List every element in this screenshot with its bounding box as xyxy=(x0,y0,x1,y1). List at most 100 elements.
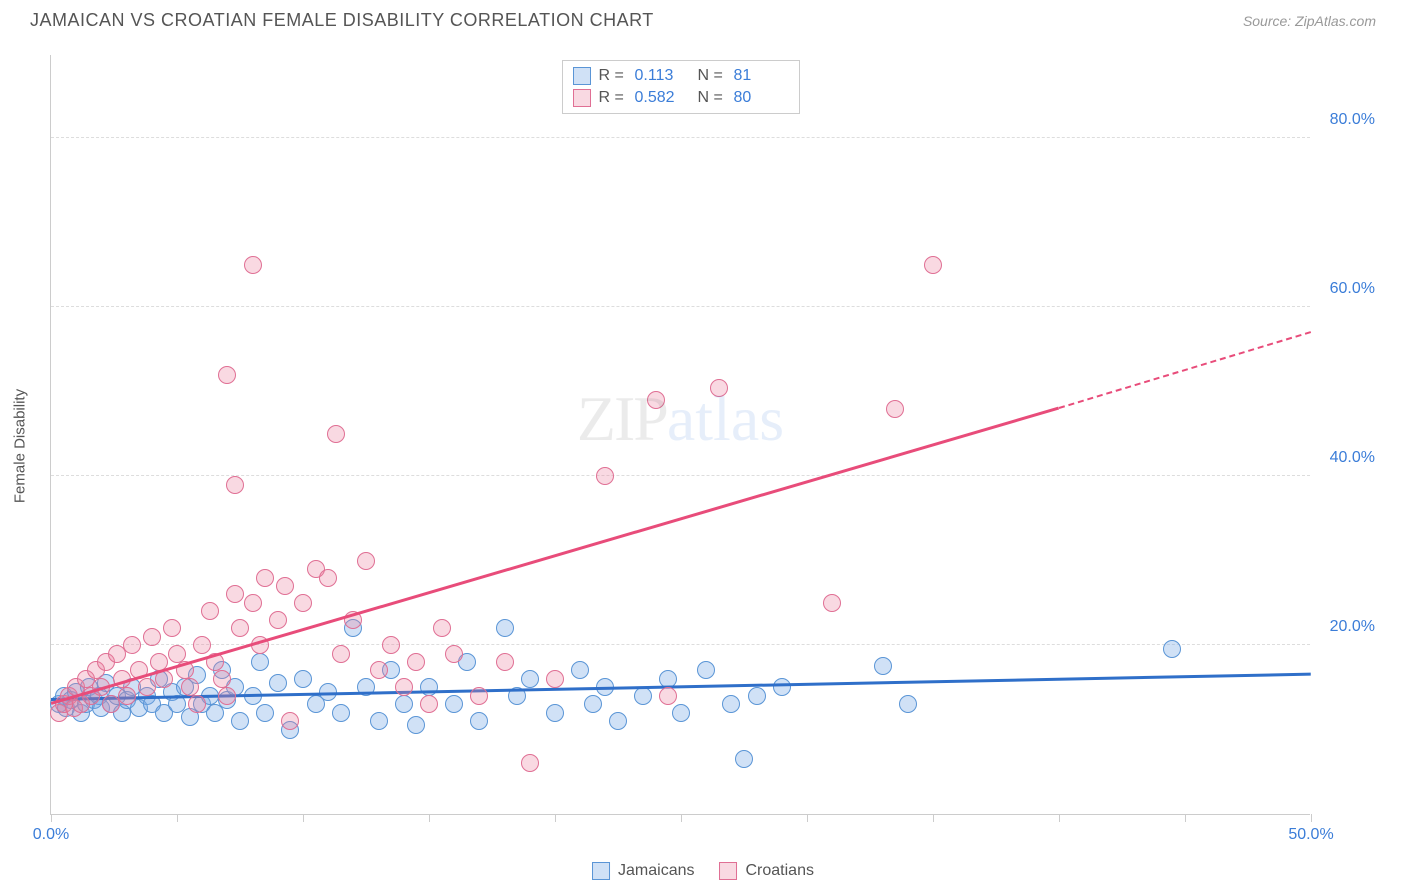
data-point xyxy=(659,687,677,705)
data-point xyxy=(1163,640,1181,658)
data-point xyxy=(181,678,199,696)
data-point xyxy=(327,425,345,443)
legend-swatch xyxy=(592,862,610,880)
legend-label: Jamaicans xyxy=(618,862,694,880)
data-point xyxy=(420,678,438,696)
plot-area: ZIPatlas R =0.113N =81R =0.582N =80 20.0… xyxy=(50,55,1310,815)
legend-series: Jamaicans Croatians xyxy=(592,862,814,880)
data-point xyxy=(634,687,652,705)
data-point xyxy=(596,467,614,485)
data-point xyxy=(571,661,589,679)
gridline xyxy=(51,137,1310,138)
data-point xyxy=(445,695,463,713)
data-point xyxy=(470,712,488,730)
data-point xyxy=(123,636,141,654)
data-point xyxy=(188,695,206,713)
data-point xyxy=(370,661,388,679)
x-tick xyxy=(177,814,178,822)
data-point xyxy=(773,678,791,696)
data-point xyxy=(395,695,413,713)
legend-swatch xyxy=(573,89,591,107)
r-label: R = xyxy=(599,67,627,85)
data-point xyxy=(647,391,665,409)
n-value: 80 xyxy=(734,89,789,107)
data-point xyxy=(496,653,514,671)
x-tick xyxy=(933,814,934,822)
legend-stat-row: R = 0.582 N = 80 xyxy=(573,87,789,109)
x-tick-label: 0.0% xyxy=(33,826,69,844)
data-point xyxy=(433,619,451,637)
r-label: R = xyxy=(599,89,627,107)
data-point xyxy=(470,687,488,705)
n-label: N = xyxy=(698,67,726,85)
data-point xyxy=(269,611,287,629)
legend-stats: R = 0.113 N = 81 R = 0.582 N = 80 xyxy=(562,60,800,114)
data-point xyxy=(332,704,350,722)
y-axis-label: Female Disability xyxy=(12,389,29,503)
legend-item: Croatians xyxy=(720,862,814,880)
n-value: 81 xyxy=(734,67,789,85)
data-point xyxy=(231,712,249,730)
watermark: ZIPatlas xyxy=(577,382,784,456)
data-point xyxy=(420,695,438,713)
data-point xyxy=(256,704,274,722)
chart-container: Female Disability ZIPatlas R =0.113N =81… xyxy=(50,55,1376,837)
data-point xyxy=(609,712,627,730)
data-point xyxy=(118,687,136,705)
data-point xyxy=(281,712,299,730)
x-tick-label: 50.0% xyxy=(1288,826,1333,844)
y-tick-label: 60.0% xyxy=(1330,280,1375,298)
data-point xyxy=(521,670,539,688)
x-tick xyxy=(1185,814,1186,822)
x-tick xyxy=(1311,814,1312,822)
data-point xyxy=(445,645,463,663)
data-point xyxy=(407,653,425,671)
data-point xyxy=(357,552,375,570)
x-tick xyxy=(1059,814,1060,822)
data-point xyxy=(899,695,917,713)
legend-item: Jamaicans xyxy=(592,862,694,880)
data-point xyxy=(521,754,539,772)
data-point xyxy=(138,678,156,696)
source-label: Source: ZipAtlas.com xyxy=(1243,13,1376,29)
r-value: 0.113 xyxy=(635,67,690,85)
r-value: 0.582 xyxy=(635,89,690,107)
data-point xyxy=(546,704,564,722)
data-point xyxy=(231,619,249,637)
gridline xyxy=(51,306,1310,307)
data-point xyxy=(382,636,400,654)
data-point xyxy=(201,602,219,620)
data-point xyxy=(143,628,161,646)
data-point xyxy=(193,636,211,654)
data-point xyxy=(874,657,892,675)
x-tick xyxy=(807,814,808,822)
gridline xyxy=(51,475,1310,476)
data-point xyxy=(748,687,766,705)
data-point xyxy=(218,687,236,705)
data-point xyxy=(244,256,262,274)
data-point xyxy=(256,569,274,587)
data-point xyxy=(584,695,602,713)
data-point xyxy=(332,645,350,663)
data-point xyxy=(722,695,740,713)
y-tick-label: 20.0% xyxy=(1330,618,1375,636)
legend-label: Croatians xyxy=(746,862,814,880)
data-point xyxy=(218,366,236,384)
x-tick xyxy=(555,814,556,822)
data-point xyxy=(244,594,262,612)
data-point xyxy=(546,670,564,688)
n-label: N = xyxy=(698,89,726,107)
data-point xyxy=(226,476,244,494)
data-point xyxy=(294,594,312,612)
x-tick xyxy=(51,814,52,822)
data-point xyxy=(710,379,728,397)
data-point xyxy=(924,256,942,274)
data-point xyxy=(163,619,181,637)
y-tick-label: 40.0% xyxy=(1330,449,1375,467)
data-point xyxy=(269,674,287,692)
data-point xyxy=(407,716,425,734)
chart-title: JAMAICAN VS CROATIAN FEMALE DISABILITY C… xyxy=(30,10,654,31)
data-point xyxy=(672,704,690,722)
legend-swatch xyxy=(720,862,738,880)
trend-line-dashed xyxy=(1059,331,1312,409)
